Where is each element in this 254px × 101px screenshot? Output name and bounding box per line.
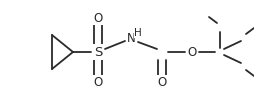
Text: O: O: [93, 12, 102, 25]
Text: H: H: [134, 28, 141, 38]
Text: O: O: [157, 76, 166, 88]
Text: O: O: [93, 76, 102, 88]
Text: N: N: [126, 32, 135, 45]
Text: O: O: [187, 45, 196, 58]
Text: S: S: [93, 45, 102, 58]
